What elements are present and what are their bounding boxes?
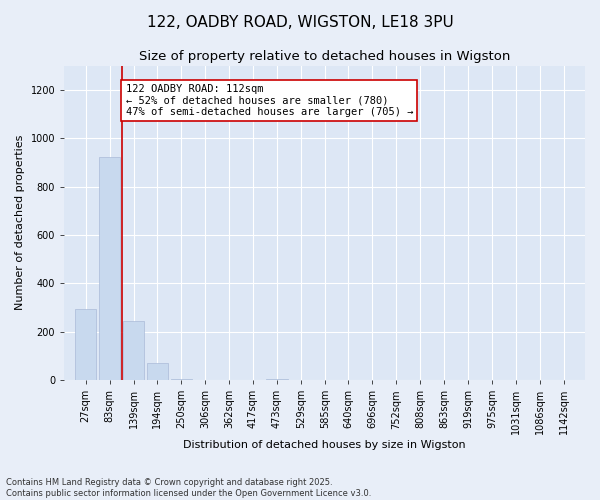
Bar [99, 158, 121, 380]
Y-axis label: Number of detached properties: Number of detached properties [15, 135, 25, 310]
Text: Contains HM Land Registry data © Crown copyright and database right 2025.
Contai: Contains HM Land Registry data © Crown c… [6, 478, 371, 498]
Text: 122 OADBY ROAD: 112sqm
← 52% of detached houses are smaller (780)
47% of semi-de: 122 OADBY ROAD: 112sqm ← 52% of detached… [125, 84, 413, 117]
Bar [170, 379, 192, 380]
X-axis label: Distribution of detached houses by size in Wigston: Distribution of detached houses by size … [183, 440, 466, 450]
Title: Size of property relative to detached houses in Wigston: Size of property relative to detached ho… [139, 50, 510, 63]
Bar [75, 308, 97, 380]
Bar [123, 321, 145, 380]
Text: 122, OADBY ROAD, WIGSTON, LE18 3PU: 122, OADBY ROAD, WIGSTON, LE18 3PU [146, 15, 454, 30]
Bar [266, 379, 287, 380]
Bar [146, 363, 168, 380]
